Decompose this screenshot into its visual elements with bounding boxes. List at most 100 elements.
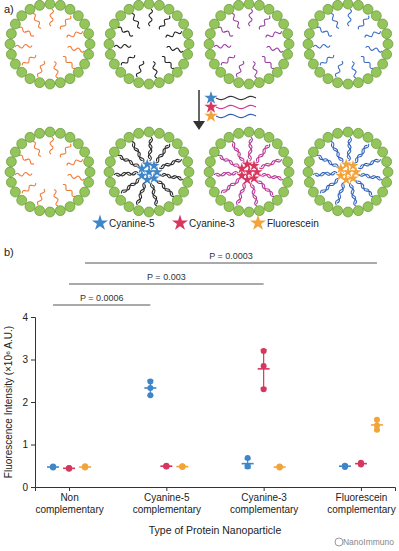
complementary-strand xyxy=(331,143,342,162)
protein-subunit xyxy=(5,39,15,49)
protein-subunit xyxy=(303,39,313,49)
protein-subunit xyxy=(244,0,254,9)
protein-subunit xyxy=(17,67,27,77)
x-axis-title: Type of Protein Nanoparticle xyxy=(149,524,282,536)
significance-annotation: P = 0.0003 xyxy=(85,251,377,263)
significance-bracket xyxy=(53,305,150,306)
dna-strand xyxy=(15,45,32,49)
particle-shell xyxy=(109,4,189,84)
protein-subunit xyxy=(116,67,126,77)
particle-shell xyxy=(308,132,388,212)
protein-subunit xyxy=(183,49,193,59)
protein-subunit xyxy=(204,39,214,49)
plot-marks xyxy=(47,348,383,472)
watermark-icon xyxy=(335,538,343,546)
dna-strand xyxy=(358,16,369,30)
dna-strand xyxy=(249,9,253,26)
complementary-strand xyxy=(155,145,168,163)
protein-subunit xyxy=(272,67,282,77)
protein-subunit xyxy=(105,29,115,39)
protein-subunit xyxy=(353,206,363,216)
y-tick-label: 0 xyxy=(22,482,28,493)
protein-subunit xyxy=(65,74,75,84)
nanoparticle xyxy=(5,127,95,217)
complementary-strand xyxy=(257,180,273,195)
data-point xyxy=(163,463,169,469)
x-axis-line xyxy=(36,488,396,492)
protein-subunit xyxy=(283,49,293,59)
protein-subunit xyxy=(144,207,154,217)
protein-subunit xyxy=(154,78,164,88)
protein-subunit xyxy=(343,79,353,89)
data-point xyxy=(82,464,88,470)
dna-strand xyxy=(335,61,342,77)
dna-strand xyxy=(317,27,332,36)
complementary-strand xyxy=(359,174,381,178)
dye-star xyxy=(148,160,159,171)
protein-subunit xyxy=(10,147,20,157)
protein-subunit xyxy=(84,157,94,167)
protein-subunit xyxy=(55,128,65,138)
data-point xyxy=(245,463,251,469)
protein-subunit xyxy=(17,195,27,205)
complementary-strand xyxy=(358,159,379,168)
protein-subunit xyxy=(25,202,35,212)
protein-subunit xyxy=(304,29,314,39)
x-tick-label: Fluoresceincomplementary xyxy=(327,492,395,514)
particle-shell xyxy=(308,4,388,84)
protein-subunit xyxy=(304,157,314,167)
protein-subunit xyxy=(333,0,343,10)
protein-subunit xyxy=(224,74,234,84)
protein-subunit xyxy=(264,202,274,212)
protein-subunit xyxy=(209,187,219,197)
protein-subunit xyxy=(382,157,392,167)
protein-subunit xyxy=(55,0,65,10)
added-strand xyxy=(216,105,256,108)
protein-subunit xyxy=(35,0,45,10)
protein-subunit xyxy=(333,128,343,138)
protein-subunit xyxy=(323,4,333,14)
dna-strand xyxy=(259,16,270,30)
protein-subunit xyxy=(45,207,55,217)
legend-item: Fluorescein xyxy=(250,215,319,230)
dna-strand xyxy=(262,56,274,68)
p-value-label: P = 0.003 xyxy=(147,272,186,282)
x-tick-mark xyxy=(264,487,265,491)
legend-star xyxy=(92,215,108,230)
complementary-strand xyxy=(315,172,337,177)
particle-shell xyxy=(10,4,90,84)
protein-subunit xyxy=(25,4,35,14)
protein-subunit xyxy=(65,4,75,14)
protein-subunit xyxy=(382,49,392,59)
dna-strand xyxy=(50,137,54,154)
data-point xyxy=(66,465,72,471)
panel-b: b)01234NoncomplementaryCyanine-5compleme… xyxy=(3,246,396,536)
protein-subunit xyxy=(353,128,363,138)
data-point xyxy=(342,463,348,469)
protein-subunit xyxy=(80,19,90,29)
x-tick-label-line: Non xyxy=(60,492,78,503)
complementary-strand xyxy=(232,143,243,162)
complementary-strand xyxy=(251,183,258,204)
dna-strand xyxy=(136,61,143,77)
complementary-strand xyxy=(350,183,357,204)
protein-subunit xyxy=(55,78,65,88)
data-point xyxy=(261,348,267,354)
complementary-strand xyxy=(249,139,252,161)
protein-subunit xyxy=(216,139,226,149)
legend-star xyxy=(172,215,188,230)
data-point xyxy=(358,460,364,466)
nanoparticle xyxy=(104,127,194,217)
protein-subunit xyxy=(144,0,154,9)
particle-shell xyxy=(209,4,289,84)
data-point xyxy=(277,464,283,470)
protein-subunit xyxy=(80,59,90,69)
figure: a)Cyanine-5Cyanine-3Fluoresceinb)01234No… xyxy=(0,0,399,551)
data-point xyxy=(82,464,88,470)
protein-subunit xyxy=(279,147,289,157)
significance-annotation: P = 0.0006 xyxy=(53,293,150,305)
x-tick-label-line: complementary xyxy=(133,504,201,515)
panel-label: a) xyxy=(4,3,14,15)
protein-subunit xyxy=(6,157,16,167)
protein-subunit xyxy=(80,147,90,157)
